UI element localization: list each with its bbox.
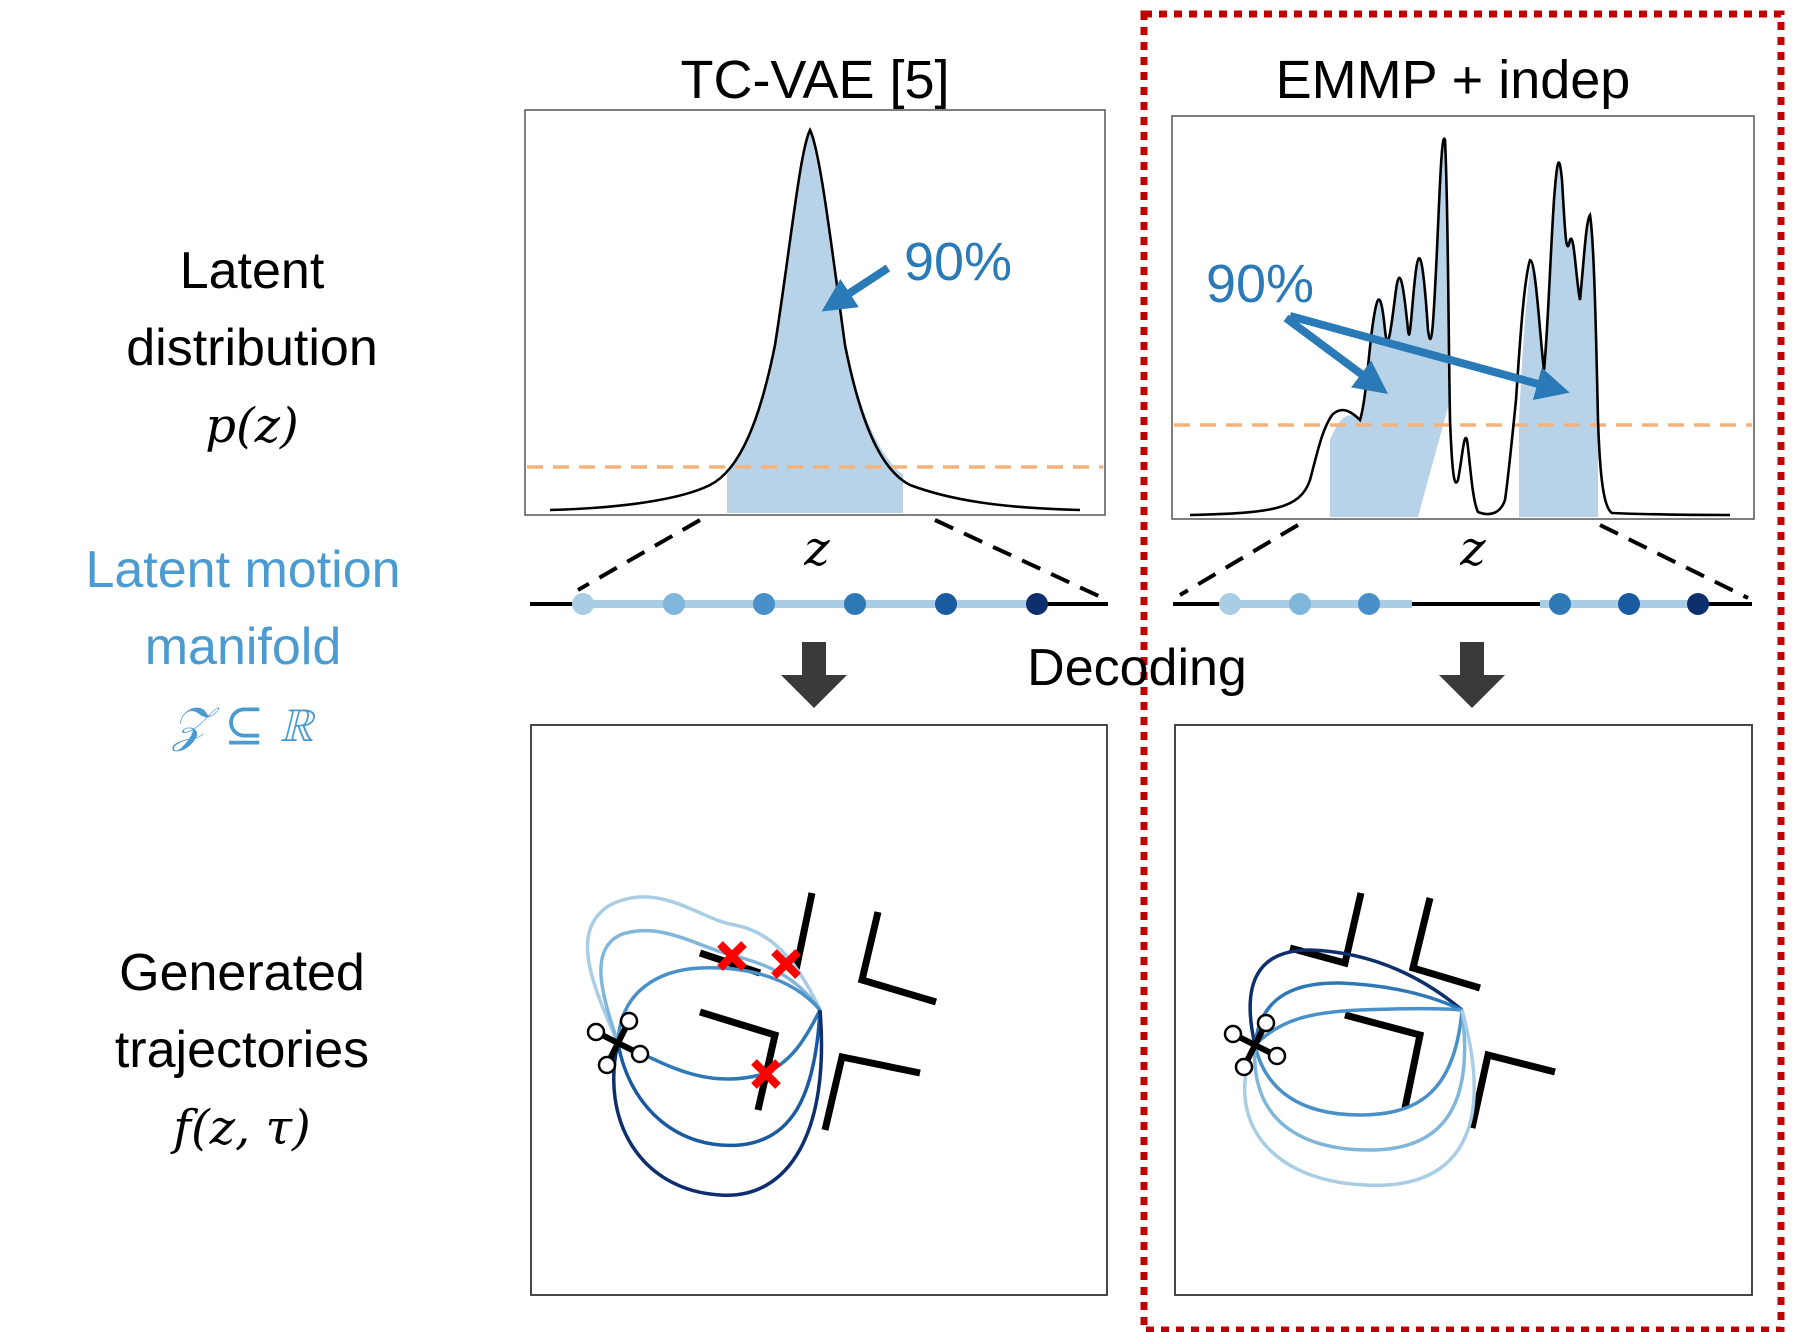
row-label-line-1: Generated [119, 944, 365, 1002]
manifold-dot [1289, 593, 1311, 615]
zoom-line-left [577, 518, 701, 592]
obstacle [1408, 897, 1482, 992]
trajectory-panel-emmp [1174, 724, 1753, 1296]
obstacle [821, 1052, 921, 1131]
percent-arrow-1 [1283, 314, 1389, 395]
manifold-dot [1026, 593, 1048, 615]
manifold-dot [753, 593, 775, 615]
collision-marker [771, 949, 801, 979]
decoding-arrow-right [1439, 642, 1505, 708]
shaded-region [727, 130, 903, 513]
manifold-dot [935, 593, 957, 615]
column-title-emmp: EMMP + indep [1276, 50, 1631, 110]
trajectory [616, 1009, 822, 1148]
obstacle [1344, 1011, 1425, 1109]
zoom-line-left [1178, 523, 1300, 597]
decoding-arrow-left [781, 642, 847, 708]
drone-icon [1223, 1013, 1287, 1077]
drone-icon [586, 1011, 650, 1075]
trajectory [612, 1009, 824, 1197]
obstacle [792, 892, 816, 971]
density-curve [1189, 137, 1731, 517]
zoom-line-right [934, 518, 1104, 600]
trajectory [1253, 1009, 1464, 1117]
row-label-math: 𝒵 ⊆ ℝ [171, 697, 316, 753]
trajectory [1253, 981, 1463, 1046]
trajectory [1252, 1009, 1467, 1152]
density-curve [549, 127, 1081, 512]
row-label-line-1: Latent motion [85, 541, 400, 599]
shaded-region-cluster-1 [1330, 138, 1450, 517]
percent-arrow [821, 264, 891, 312]
manifold-dot [663, 593, 685, 615]
manifold-dot [1219, 593, 1241, 615]
trajectory [585, 895, 822, 1044]
chart-frame [1171, 115, 1755, 520]
highlight-box [1140, 10, 1785, 1332]
obstacle [698, 1008, 780, 1111]
trajectory [1243, 1009, 1476, 1187]
collision-marker [717, 941, 747, 971]
percent-label: 90% [904, 232, 1012, 292]
manifold-dot [1358, 593, 1380, 615]
percent-arrow-2 [1288, 312, 1570, 400]
manifold-dot [844, 593, 866, 615]
density-chart-emmp: 90% z [1171, 115, 1755, 577]
axis-label-z: z [803, 521, 830, 577]
shaded-region-cluster-2 [1519, 162, 1598, 517]
density-chart-tc-vae: 90% z [524, 109, 1106, 577]
zoom-line-right [1599, 523, 1749, 600]
row-label-math: f(z, τ) [170, 1100, 311, 1156]
trajectory-panel-tc-vae [530, 724, 1108, 1296]
row-label-line-2: trajectories [115, 1021, 369, 1079]
row-label-generated: Generated trajectories f(z, τ) [115, 944, 369, 1156]
trajectory [617, 1009, 822, 1081]
trajectory [1248, 948, 1464, 1046]
row-label-latent-manifold: Latent motion manifold 𝒵 ⊆ ℝ [85, 541, 400, 753]
manifold-dot [1687, 593, 1709, 615]
manifold-tc-vae [530, 518, 1108, 615]
decoding-label: Decoding [1027, 639, 1247, 697]
collision-marker [751, 1059, 781, 1089]
trajectory [616, 965, 822, 1044]
row-label-line-2: distribution [126, 319, 377, 377]
obstacle [857, 911, 937, 1006]
obstacle [1289, 892, 1365, 968]
manifold-dot [1618, 593, 1640, 615]
column-title-tc-vae: TC-VAE [5] [680, 50, 949, 110]
trajectory [1253, 1006, 1463, 1047]
row-label-line-2: manifold [145, 618, 342, 676]
manifold-emmp [1173, 523, 1752, 615]
row-label-math: p(z) [205, 398, 298, 454]
manifold-dot [572, 593, 594, 615]
obstacle [1468, 1050, 1556, 1129]
percent-label: 90% [1206, 254, 1314, 314]
row-label-line-1: Latent [180, 242, 325, 300]
axis-label-z: z [1459, 521, 1486, 577]
manifold-dot [1549, 593, 1571, 615]
row-label-latent-distribution: Latent distribution p(z) [126, 242, 377, 454]
